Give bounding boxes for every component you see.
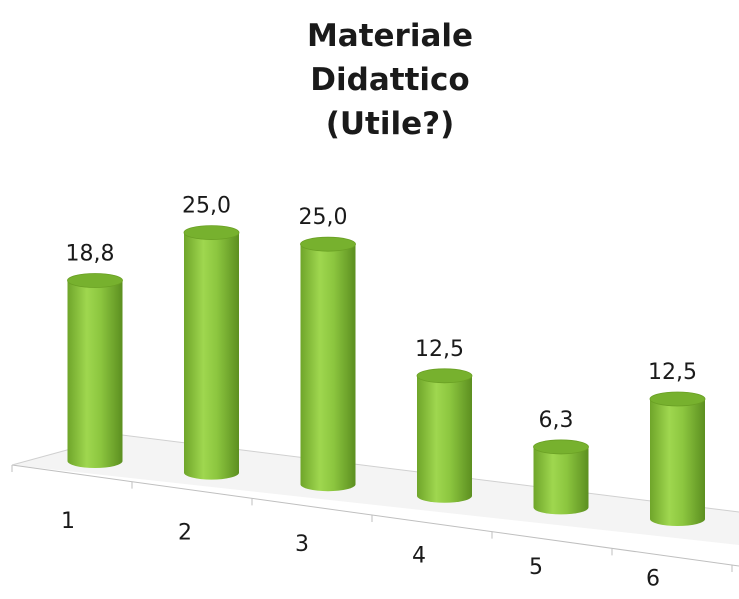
value-label: 18,8 [66, 242, 115, 267]
value-labels: 18,8 25,0 25,0 12,5 6,3 12,5 [66, 194, 697, 433]
value-label: 25,0 [182, 194, 231, 219]
bar-6 [649, 391, 706, 526]
chart-title-line-2: Didattico [310, 62, 470, 98]
value-label: 25,0 [299, 205, 348, 230]
bar-top [649, 391, 706, 407]
value-label: 6,3 [539, 408, 574, 433]
x-tick-label: 5 [529, 555, 543, 580]
bar-2 [183, 225, 240, 480]
chart-title-line-1: Materiale [306, 18, 474, 54]
bar-top [300, 236, 356, 252]
x-axis-ticks [11, 465, 733, 573]
bar-body [67, 280, 123, 469]
bar-top [67, 273, 123, 288]
x-tick-label: 6 [646, 567, 660, 592]
value-label: 12,5 [415, 337, 464, 362]
x-tick-label: 4 [412, 544, 426, 569]
chart-title: Materiale Didattico (Utile?) [200, 14, 580, 146]
bar-1 [67, 273, 123, 469]
bar-4 [416, 368, 473, 503]
bars [67, 225, 706, 526]
x-tick-label: 3 [295, 532, 309, 557]
bar-body [533, 446, 589, 515]
bar-body [300, 244, 356, 492]
bar-body [417, 375, 472, 503]
x-tick-label: 2 [178, 521, 192, 546]
bar-5 [533, 439, 589, 515]
chart-title-line-3: (Utile?) [325, 106, 455, 142]
x-tick-label: 1 [61, 509, 75, 534]
bar-body [184, 232, 239, 480]
bar-body [650, 399, 705, 526]
bar-top [183, 225, 240, 241]
bar-3 [300, 236, 356, 492]
x-axis-labels: 1 2 3 4 5 6 [61, 509, 660, 592]
bar-top [416, 368, 473, 384]
value-label: 12,5 [648, 360, 697, 385]
bar-top [533, 439, 589, 455]
